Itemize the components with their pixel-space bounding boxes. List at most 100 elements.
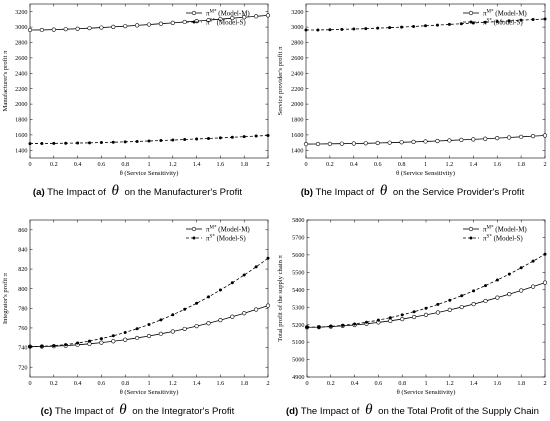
x-tick-label: 2 [543,380,546,387]
legend-entry: πM* (Model-M) [483,9,527,17]
data-point [351,141,356,146]
plot-frame [306,219,546,378]
data-point [412,310,416,314]
y-tick-label: 3200 [291,9,303,16]
y-tick-label: 780 [18,305,27,312]
data-point [147,139,151,143]
data-point [158,331,163,336]
series-line-model-m [29,305,269,347]
y-tick-label: 860 [18,227,27,234]
x-tick-label: 1.4 [469,161,477,168]
data-point [111,339,116,344]
caption-d: (d) The Impact of θ on the Total Profit … [275,402,550,419]
data-point [230,16,235,21]
y-tick-label: 720 [18,364,27,371]
chart-b: 0 0.2 0.4 0.6 0.8 1 1.2 1.4 1.6 1.8 2 1400 1600 1800 2… [277,3,548,177]
data-point [230,314,235,319]
data-point [530,134,536,139]
data-point [472,289,476,293]
legend-marker [468,10,474,16]
data-point [327,141,333,146]
caption-a: (a) The Impact of θ on the Manufacturer'… [0,183,275,200]
chart-panel-d: 0 0.2 0.4 0.6 0.8 1 1.2 1.4 1.6 1.8 2 4900 5000 5100 5… [275,212,550,421]
data-point [542,280,548,285]
data-point [206,17,211,23]
data-point [483,136,488,141]
data-point [123,330,127,334]
caption-prefix: The Impact of [300,406,360,417]
data-point [171,138,175,142]
x-axis-title: θ (Service Sensitivity) [120,389,179,396]
data-point [254,265,258,269]
chart-d: 0 0.2 0.4 0.6 0.8 1 1.2 1.4 1.6 1.8 2 4900 5000 5100 5… [277,217,548,396]
y-tick-label: 2400 [291,70,303,77]
data-point [242,15,247,20]
data-point [76,341,80,345]
caption-c: (c) The Impact of θ on the Integrator's … [0,402,275,419]
data-point [459,22,463,26]
data-point [75,26,80,31]
x-axis-title: θ (Service Sensitivity) [396,170,455,177]
data-point [111,24,116,29]
data-point [88,339,91,343]
caption-b: (b) The Impact of θ on the Service Provi… [275,183,550,200]
y-tick-label: 5500 [292,269,304,276]
x-tick-label: 0.4 [74,380,82,387]
data-point [52,141,56,145]
caption-suffix: on the Total Profit of the Supply Chain [378,406,539,417]
data-point [507,19,511,23]
data-point [99,141,103,145]
x-tick-label: 1.2 [169,380,177,387]
data-point [448,298,452,302]
caption-suffix: on the Integrator's Profit [132,406,235,417]
data-point [399,140,404,145]
x-tick-label: 1.2 [169,161,177,168]
caption-prefix: The Impact of [315,187,375,198]
y-axis-title: Integrator's profit π [2,272,9,324]
data-point [495,295,500,300]
data-point [435,310,440,315]
data-point [242,311,247,316]
data-point [194,324,199,329]
data-point [388,316,392,320]
chart-a: 0 0.2 0.4 0.6 0.8 1 1.2 1.4 1.6 1.8 2 1400 1600 1800 2… [2,3,271,177]
data-point [376,26,380,30]
data-point [99,337,103,341]
data-point [183,138,187,142]
legend-marker [192,236,196,240]
theta-symbol: θ [365,402,373,418]
data-point [471,137,476,142]
x-tick-label: 0.6 [98,161,106,168]
x-axis-title: θ (Service Sensitivity) [120,170,179,177]
y-tick-label: 2600 [291,55,303,62]
data-point [111,140,115,144]
data-point [531,18,535,22]
data-point [39,27,45,33]
series-line-model-m [306,282,546,328]
caption-prefix: The Impact of [54,406,114,417]
data-point [135,335,140,341]
data-point [316,28,320,32]
y-tick-label: 1600 [291,132,303,139]
x-tick-label: 0 [305,380,308,387]
chart-panel-c: 0 0.2 0.4 0.6 0.8 1 1.2 1.4 1.6 1.8 2 720 740 760 780 8… [0,212,275,421]
data-point [483,20,487,24]
y-tick-label: 2000 [291,101,303,108]
data-point [341,323,345,327]
data-point [254,14,259,19]
data-point [495,136,500,141]
x-tick-label: 1.6 [217,161,225,168]
data-point [195,301,199,305]
x-tick-label: 0.4 [74,161,82,168]
legend-entry: πM* (Model-M) [206,9,250,17]
data-point [206,321,211,326]
data-point [363,141,368,146]
data-point [158,21,163,26]
data-point [447,22,451,26]
data-point [507,135,512,140]
data-point [459,304,464,310]
data-point [147,323,151,327]
data-point [123,140,127,144]
data-point [329,324,333,328]
